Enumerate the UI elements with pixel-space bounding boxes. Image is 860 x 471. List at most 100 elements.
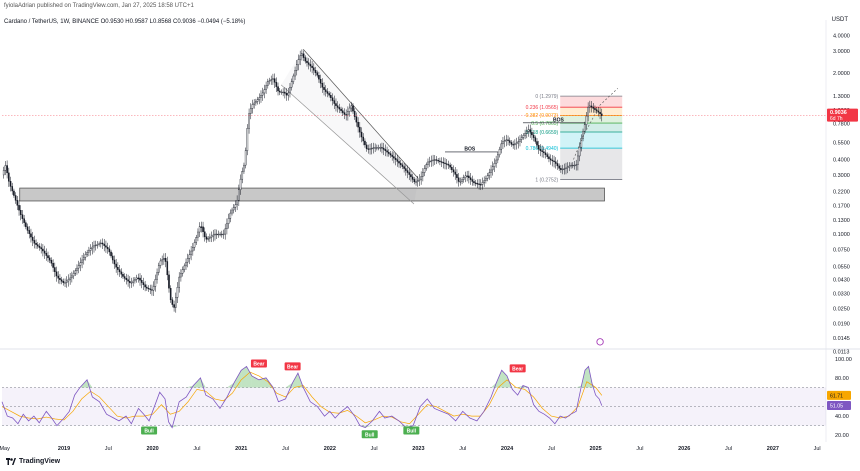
demand-zone-rect (19, 187, 605, 202)
candle-body (331, 97, 334, 101)
candle-body (6, 165, 8, 174)
candle-body (248, 113, 250, 129)
time-axis-tick: 2019 (58, 446, 70, 452)
candle-body (549, 158, 552, 161)
candle-body (93, 245, 95, 248)
candle-body (362, 136, 365, 142)
candle-body (180, 273, 182, 278)
channel-fill (281, 49, 419, 204)
candle-body (512, 144, 514, 146)
candle-body (11, 186, 14, 192)
candle-body (449, 164, 451, 168)
candle-body (297, 59, 300, 65)
time-axis-tick: Jul (459, 446, 466, 452)
candle-body (365, 144, 368, 149)
candle-body (428, 161, 431, 163)
candle-body (479, 184, 482, 186)
candle-body (473, 181, 475, 184)
price-axis-tick: 0.1300 (833, 218, 850, 224)
candle-body (164, 258, 167, 262)
candle-body (370, 147, 373, 150)
candle-body (430, 160, 433, 162)
candle-body (130, 282, 133, 284)
candle-body (84, 254, 87, 258)
candle-body (176, 286, 179, 298)
candle-body (227, 218, 230, 224)
candle-body (59, 278, 61, 280)
candle-body (345, 114, 347, 116)
rsi-overbought-fill (200, 377, 206, 388)
candle-body (132, 280, 134, 283)
candle-body (221, 233, 223, 236)
fib-zone (560, 96, 623, 108)
candle-body (123, 276, 126, 279)
candle-body (456, 174, 458, 178)
candle-body (389, 153, 392, 156)
candle-body (81, 259, 83, 263)
candle-body (595, 109, 598, 112)
candle-body (168, 274, 170, 289)
candle-body (25, 222, 27, 227)
candle-body (452, 169, 455, 173)
candle-body (433, 159, 436, 161)
candle-body (261, 92, 264, 96)
tradingview-logo-icon (6, 458, 16, 465)
candle-body (234, 204, 237, 208)
candle-body (2, 170, 5, 176)
candle-body (594, 108, 596, 110)
candle-body (343, 112, 346, 115)
rsi-overbought-fill (246, 366, 252, 388)
price-axis-tick: 0.0250 (833, 307, 850, 313)
candle-body (352, 105, 354, 112)
candle-body (77, 265, 80, 269)
rsi-value: 51.05 (830, 404, 843, 410)
candle-body (88, 250, 90, 253)
rsi-oversold-fill (172, 425, 180, 428)
candle-body (127, 279, 129, 282)
candle-body (544, 152, 547, 155)
candle-body (447, 164, 450, 166)
candle-body (416, 180, 419, 182)
candle-body (45, 253, 48, 256)
candle-body (432, 159, 434, 161)
price-axis-tick: 3.0000 (833, 49, 850, 55)
candle-body (498, 149, 501, 156)
rsi-axis-tick: 40.00 (835, 414, 849, 420)
bear-divergence-badge (509, 364, 526, 373)
candle-body (106, 247, 109, 250)
channel-lower-line (280, 84, 415, 205)
candle-body (67, 279, 70, 282)
candle-body (393, 156, 395, 159)
candle-body (572, 164, 574, 167)
candle-body (508, 140, 511, 143)
symbol-info-line: Cardano / TetherUS, 1W, BINANCE O0.9530 … (4, 19, 246, 25)
bear-divergence-label: Bear (287, 364, 298, 370)
candle-body (244, 150, 247, 166)
candle-body (451, 167, 453, 170)
candle-body (292, 75, 295, 82)
candle-body (103, 243, 106, 246)
candle-body (488, 172, 491, 176)
candle-body (215, 233, 218, 236)
tradingview-logo[interactable]: TradingView (6, 458, 60, 465)
candle-body (423, 168, 426, 173)
candle-body (600, 113, 603, 116)
candle-body (582, 131, 584, 139)
candle-body (537, 145, 540, 150)
candle-body (466, 175, 468, 177)
candle-body (156, 272, 158, 280)
candle-body (18, 205, 20, 211)
rsi-axis-tick: 20.00 (835, 433, 849, 439)
candle-body (481, 182, 484, 185)
candle-body (146, 286, 148, 289)
candle-body (573, 164, 576, 167)
candle-body (268, 80, 271, 82)
price-axis-tick: 0.7800 (833, 122, 850, 128)
candle-body (328, 93, 330, 96)
candle-body (282, 91, 284, 94)
rsi-overbought-fill (234, 370, 242, 388)
candle-body (166, 261, 169, 276)
candle-body (440, 161, 443, 163)
candle-body (314, 70, 317, 73)
